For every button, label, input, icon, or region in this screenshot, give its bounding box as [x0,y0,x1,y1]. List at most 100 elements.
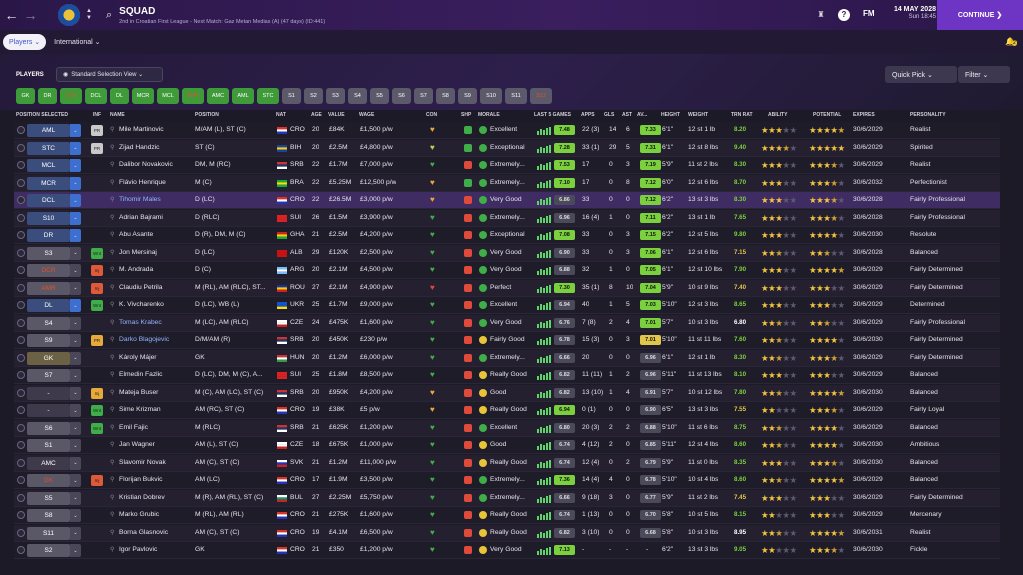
player-name[interactable]: Elmedin Fazlic [119,371,163,378]
column-header[interactable]: INF [93,112,102,118]
column-header[interactable]: VALUE [328,112,345,118]
player-name[interactable]: Jan Wagner [119,441,155,448]
chevron-down-icon[interactable]: ⌄ [70,509,81,522]
row-select-checkbox[interactable] [17,318,25,327]
position-selector[interactable]: S5 [27,491,70,505]
player-name[interactable]: Jon Mersinaj [119,248,157,256]
table-row[interactable]: S4 ⌄ ⚲ Tomas Krabec M (LC), AM (RLC) CZE 24 £47… [14,314,1000,332]
table-row[interactable]: S1 ⌄ ⚲ Jan Wagner AM (L), ST (C) CZE 18 £675K £1… [14,437,1000,454]
tab-international[interactable]: International ⌄ [54,39,101,46]
row-select-checkbox[interactable] [17,493,25,502]
player-name[interactable]: Tomas Krabec [119,318,162,326]
column-header[interactable]: WAGE [359,112,375,118]
row-select-checkbox[interactable] [17,301,25,309]
row-select-checkbox[interactable] [17,213,25,222]
info-badge[interactable]: Inj [91,387,103,399]
row-select-checkbox[interactable] [17,423,25,432]
table-row[interactable]: GK ⌄ Inj ⚲ Florijan Bukvic AM (LC) CRO 17 £1.9M £… [14,472,1000,489]
position-selector[interactable]: DL [27,299,70,312]
position-chip-s7[interactable]: S7 [414,88,433,104]
row-select-checkbox[interactable] [17,126,25,134]
row-select-checkbox[interactable] [17,511,25,519]
row-select-checkbox[interactable] [17,371,25,379]
position-selector[interactable]: AMR [27,281,70,295]
chevron-down-icon[interactable]: ⌄ [70,159,81,172]
column-header[interactable]: MORALE [478,112,500,118]
row-select-checkbox[interactable] [17,406,25,414]
row-select-checkbox[interactable] [17,476,25,484]
chevron-down-icon[interactable]: ⌄ [70,386,81,400]
position-selector[interactable]: S4 [27,316,70,330]
chevron-down-icon[interactable]: ⌄ [70,211,81,225]
club-switch-icon[interactable]: ▲ ▼ [86,8,92,21]
column-header[interactable]: APPS [581,112,595,118]
position-selector[interactable]: S11 [27,526,70,540]
position-selector[interactable]: - [27,404,70,417]
position-chip-s6[interactable]: S6 [392,88,411,104]
row-select-checkbox[interactable] [17,353,25,362]
column-header[interactable]: SHP [461,112,472,118]
position-chip-stc[interactable]: STC [257,88,279,104]
selection-view-dropdown[interactable]: ◉ Standard Selection View ⌄ [56,67,163,82]
player-name[interactable]: Slavomir Novak [119,458,166,466]
chevron-down-icon[interactable]: ⌄ [70,421,81,435]
player-name[interactable]: Kristian Dobrev [119,493,165,501]
position-chip-s11[interactable]: S11 [505,88,527,104]
position-chip-dr[interactable]: DR [38,88,57,104]
position-selector[interactable]: S7 [27,369,70,382]
table-row[interactable]: S2 ⌄ ⚲ Igor Pavlovic GK CRO 21 £350 £1,200 p/w ♥ V… [14,542,1000,559]
row-select-checkbox[interactable] [17,178,25,187]
chevron-down-icon[interactable]: ⌄ [70,526,81,540]
player-name[interactable]: Claudiu Petrila [119,283,163,291]
position-selector[interactable]: S3 [27,246,70,260]
help-icon[interactable]: ? [838,9,850,21]
row-select-checkbox[interactable] [17,143,25,152]
row-select-checkbox[interactable] [17,196,25,204]
chevron-down-icon[interactable]: ⌄ [70,229,81,242]
player-name[interactable]: Igor Pavlovic [119,546,158,553]
info-badge[interactable]: Wnt [91,422,103,434]
position-selector[interactable]: STC [27,141,70,155]
row-select-checkbox[interactable] [17,161,25,169]
position-chip-amr[interactable]: AMR [182,88,204,104]
chevron-down-icon[interactable]: ⌄ [70,281,81,295]
chevron-down-icon[interactable]: ⌄ [70,369,81,382]
column-header[interactable]: POSITION SELECTED [16,112,68,118]
row-select-checkbox[interactable] [17,336,25,344]
player-name[interactable]: Emil Fajic [119,423,148,431]
player-name[interactable]: Borna Glasnovic [119,528,169,536]
chevron-down-icon[interactable]: ⌄ [70,176,81,190]
position-selector[interactable]: MCR [27,176,70,190]
column-header[interactable]: EXPIRES [853,112,875,118]
position-chip-dcr[interactable]: DCR [60,88,82,104]
column-header[interactable]: NAME [110,112,125,118]
table-row[interactable]: DCL ⌄ ⚲ Tihomir Males D (LC) CRO 22 £26.5M £3,00… [14,192,1000,209]
column-header[interactable]: PERSONALITY [910,112,946,118]
row-select-checkbox[interactable] [17,441,25,449]
column-header[interactable]: POSITION [195,112,219,118]
next-match-subtitle[interactable]: 2nd in Croatian First League - Next Matc… [119,18,326,25]
info-badge[interactable]: Inj [91,475,103,486]
position-chip-aml[interactable]: AML [232,88,254,104]
table-row[interactable]: AML ⌄ PR ⚲ Mile Martinovic M/AM (L), ST (C) CR… [14,122,1000,139]
table-row[interactable]: S8 ⌄ ⚲ Marko Grubic M (RL), AM (RL) CRO 21 £275… [14,507,1000,524]
player-name[interactable]: Sime Krizman [119,406,161,413]
chevron-down-icon[interactable]: ⌄ [70,124,81,137]
position-chip-mcl[interactable]: MCL [157,88,179,104]
row-select-checkbox[interactable] [17,388,25,397]
player-name[interactable]: Zijad Handzic [119,143,160,151]
fm-menu-button[interactable]: FM [863,9,875,18]
chevron-down-icon[interactable]: ⌄ [70,351,81,365]
position-selector[interactable]: DCL [27,194,70,207]
position-selector[interactable]: DR [27,229,70,242]
position-chip-s3[interactable]: S3 [326,88,345,104]
info-badge[interactable]: Wnt [91,247,103,259]
filter-button[interactable]: Filter ⌄ [958,66,1010,83]
chevron-down-icon[interactable]: ⌄ [70,474,81,487]
info-badge[interactable]: Wnt [91,405,103,416]
column-header[interactable]: AGE [311,112,322,118]
table-row[interactable]: MCL ⌄ ⚲ Dalibor Novakovic DM, M (RC) SRB 22 £1.… [14,157,1000,174]
position-selector[interactable]: S9 [27,334,70,347]
column-header[interactable]: LAST 5 GAMES [534,112,571,118]
position-selector[interactable]: S8 [27,509,70,522]
